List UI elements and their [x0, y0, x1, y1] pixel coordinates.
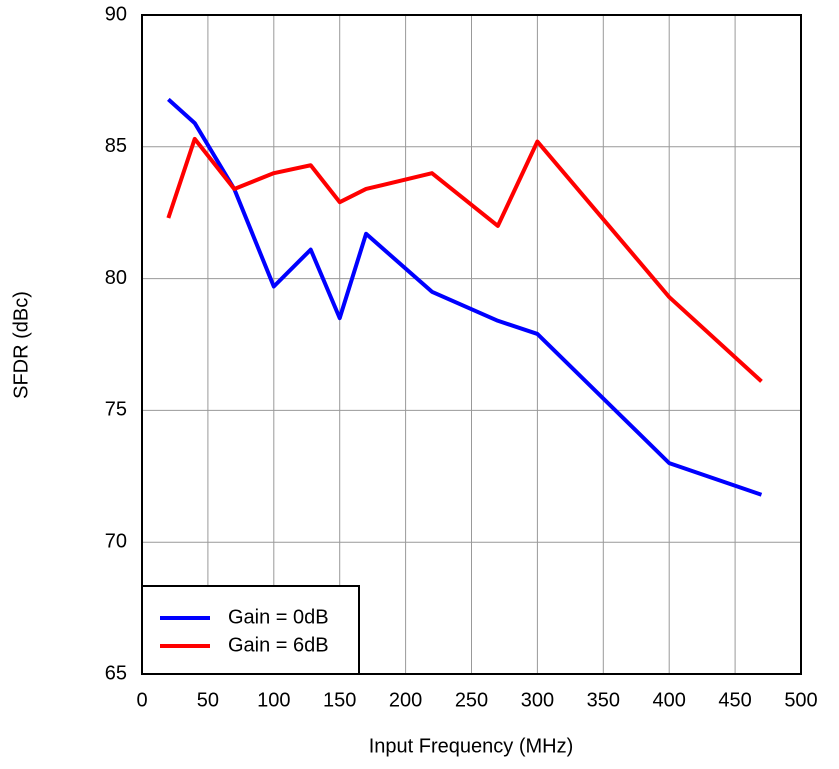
x-tick-label: 200 [389, 689, 422, 711]
grid [141, 14, 802, 675]
lines [166, 97, 763, 497]
legend: Gain = 0dB Gain = 6dB [141, 585, 360, 675]
x-tick-label: 50 [197, 689, 219, 711]
legend-label: Gain = 6dB [228, 634, 329, 656]
x-tick-label: 350 [587, 689, 620, 711]
x-tick-label: 450 [718, 689, 751, 711]
x-tick-label: 0 [136, 689, 147, 711]
x-tick-label: 400 [653, 689, 686, 711]
y-tick-label: 80 [105, 267, 127, 289]
x-tick-label: 300 [521, 689, 554, 711]
y-tick-label: 65 [105, 662, 127, 684]
x-tick-label: 150 [323, 689, 356, 711]
plot-frame [141, 14, 802, 675]
x-axis-label: Input Frequency (MHz) [369, 735, 574, 757]
x-tick-label: 250 [455, 689, 488, 711]
y-tick-label: 85 [105, 135, 127, 157]
x-tick-label: 500 [784, 689, 817, 711]
y-tick-label: 75 [105, 399, 127, 421]
legend-box [141, 585, 360, 675]
y-tick-label: 70 [105, 530, 127, 552]
y-tick-label: 90 [105, 3, 127, 25]
series-line [166, 136, 763, 383]
x-tick-label: 100 [257, 689, 290, 711]
series-line [167, 97, 763, 497]
legend-label: Gain = 0dB [228, 606, 329, 628]
y-axis-label: SFDR (dBc) [10, 291, 32, 399]
